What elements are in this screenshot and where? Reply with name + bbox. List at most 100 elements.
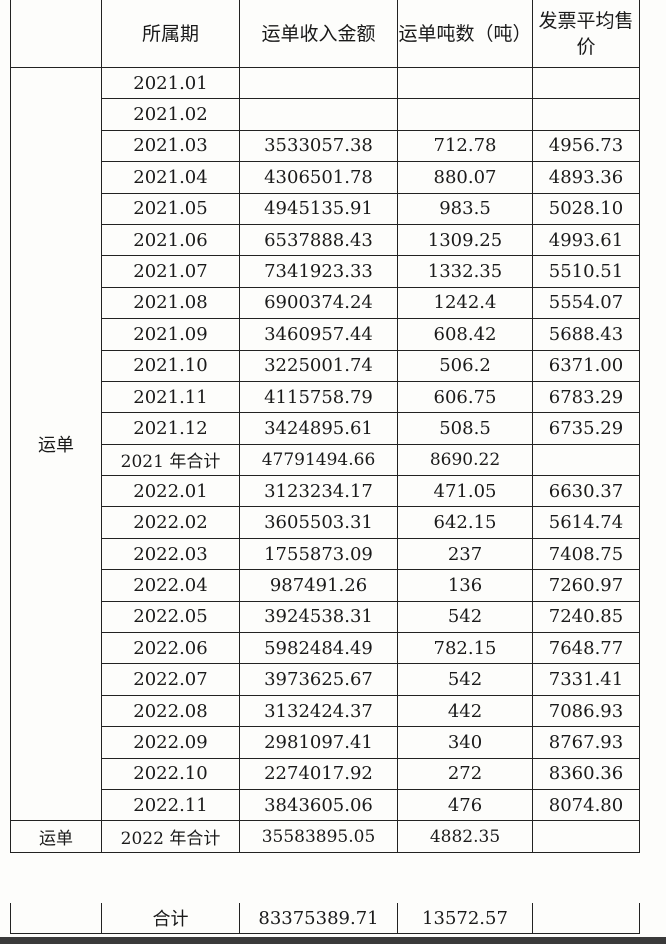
avg-price-cell: 6735.29 bbox=[532, 412, 640, 445]
table-row: 2021.12 3424895.61 508.5 6735.29 bbox=[11, 412, 640, 445]
table-row: 2022.09 2981097.41 340 8767.93 bbox=[11, 726, 640, 759]
avg-price-cell: 4893.36 bbox=[532, 161, 640, 194]
avg-price-cell: 5510.51 bbox=[532, 255, 640, 288]
header-blank-cell bbox=[10, 0, 102, 68]
period-cell: 2022.09 bbox=[101, 726, 240, 759]
grand-total-avg-price bbox=[532, 903, 640, 934]
period-cell: 2021.06 bbox=[101, 223, 240, 257]
period-cell: 2022.07 bbox=[101, 663, 240, 696]
period-cell: 2021.03 bbox=[101, 129, 240, 163]
amount-cell: 3132424.37 bbox=[239, 694, 398, 728]
grand-total-tonnage: 13572.57 bbox=[397, 903, 533, 934]
avg-price-cell: 7331.41 bbox=[532, 663, 640, 696]
period-cell: 2021.04 bbox=[101, 161, 240, 194]
grand-total-blank bbox=[10, 903, 102, 934]
table-row: 2021.10 3225001.74 506.2 6371.00 bbox=[11, 349, 640, 382]
tonnage-cell: 476 bbox=[397, 788, 533, 822]
amount-cell: 3973625.67 bbox=[239, 663, 398, 696]
amount-cell: 3924538.31 bbox=[239, 600, 398, 634]
amount-cell: 2274017.92 bbox=[239, 757, 398, 790]
period-cell: 2021.02 bbox=[101, 98, 240, 131]
tonnage-cell: 542 bbox=[397, 663, 533, 696]
table-row: 2021.11 4115758.79 606.75 6783.29 bbox=[11, 380, 640, 414]
avg-price-cell: 7260.97 bbox=[532, 569, 640, 602]
period-cell: 2021.12 bbox=[101, 412, 240, 445]
subtotal-row-2022: 运单 2022 年合计 35583895.05 4882.35 bbox=[10, 820, 640, 853]
tonnage-cell: 1242.4 bbox=[397, 286, 533, 320]
avg-price-cell bbox=[532, 98, 640, 131]
tonnage-cell bbox=[397, 66, 533, 100]
amount-cell: 3460957.44 bbox=[239, 318, 398, 351]
tonnage-cell: 237 bbox=[397, 537, 533, 571]
tonnage-cell: 542 bbox=[397, 600, 533, 634]
grand-total-table: 合计 83375389.71 13572.57 bbox=[10, 903, 640, 934]
tonnage-cell: 442 bbox=[397, 694, 533, 728]
table-row: 2021.02 bbox=[11, 98, 640, 131]
tonnage-cell: 1309.25 bbox=[397, 223, 533, 257]
table-row: 2022.10 2274017.92 272 8360.36 bbox=[11, 757, 640, 790]
table-row: 2022.02 3605503.31 642.15 5614.74 bbox=[11, 506, 640, 539]
avg-price-cell: 6371.00 bbox=[532, 349, 640, 382]
table-row: 2022.11 3843605.06 476 8074.80 bbox=[11, 788, 640, 822]
freight-revenue-table: 所属期 运单收入金额 运单吨数（吨） 发票平均售价 运单 2021.01 2021.… bbox=[10, 0, 640, 853]
period-cell: 2022 年合计 bbox=[101, 820, 240, 853]
period-cell: 2021.05 bbox=[101, 192, 240, 225]
table-row: 2021.04 4306501.78 880.07 4893.36 bbox=[11, 161, 640, 194]
period-cell: 2022.04 bbox=[101, 569, 240, 602]
avg-price-cell bbox=[532, 443, 640, 477]
bottom-edge-bar bbox=[0, 937, 666, 944]
period-cell: 2021.01 bbox=[101, 66, 240, 100]
table-row: 2021.08 6900374.24 1242.4 5554.07 bbox=[11, 286, 640, 320]
avg-price-cell: 7240.85 bbox=[532, 600, 640, 634]
subtotal-row-2021: 2021 年合计 47791494.66 8690.22 bbox=[11, 443, 640, 477]
amount-cell bbox=[239, 66, 398, 100]
avg-price-cell: 4993.61 bbox=[532, 223, 640, 257]
period-cell: 2021.11 bbox=[101, 380, 240, 414]
avg-price-cell: 8360.36 bbox=[532, 757, 640, 790]
section-label: 运单 bbox=[10, 66, 102, 822]
period-cell: 2022.06 bbox=[101, 632, 240, 665]
amount-cell: 6537888.43 bbox=[239, 223, 398, 257]
amount-cell: 3424895.61 bbox=[239, 412, 398, 445]
tonnage-cell: 606.75 bbox=[397, 380, 533, 414]
period-cell: 2022.05 bbox=[101, 600, 240, 634]
amount-cell: 5982484.49 bbox=[239, 632, 398, 665]
table-row: 2022.08 3132424.37 442 7086.93 bbox=[11, 694, 640, 728]
avg-price-cell: 5688.43 bbox=[532, 318, 640, 351]
header-avg-price: 发票平均售价 bbox=[532, 0, 640, 68]
header-period: 所属期 bbox=[101, 0, 240, 68]
amount-cell: 3605503.31 bbox=[239, 506, 398, 539]
amount-cell: 4945135.91 bbox=[239, 192, 398, 225]
amount-cell: 4115758.79 bbox=[239, 380, 398, 414]
header-tonnage: 运单吨数（吨） bbox=[397, 0, 533, 68]
tonnage-cell: 8690.22 bbox=[397, 443, 533, 477]
tonnage-cell: 471.05 bbox=[397, 475, 533, 508]
amount-cell: 47791494.66 bbox=[239, 443, 398, 477]
period-cell: 2021.09 bbox=[101, 318, 240, 351]
table-row: 2021.06 6537888.43 1309.25 4993.61 bbox=[11, 223, 640, 257]
tonnage-cell: 712.78 bbox=[397, 129, 533, 163]
table-row: 2021.07 7341923.33 1332.35 5510.51 bbox=[11, 255, 640, 288]
avg-price-cell: 6630.37 bbox=[532, 475, 640, 508]
period-cell: 2022.03 bbox=[101, 537, 240, 571]
tonnage-cell bbox=[397, 98, 533, 131]
avg-price-cell: 8767.93 bbox=[532, 726, 640, 759]
period-cell: 2021.10 bbox=[101, 349, 240, 382]
avg-price-cell: 5028.10 bbox=[532, 192, 640, 225]
tonnage-cell: 880.07 bbox=[397, 161, 533, 194]
period-cell: 2022.01 bbox=[101, 475, 240, 508]
amount-cell: 35583895.05 bbox=[239, 820, 398, 853]
avg-price-cell bbox=[532, 820, 640, 853]
period-cell: 2022.10 bbox=[101, 757, 240, 790]
table-row: 2021.09 3460957.44 608.42 5688.43 bbox=[11, 318, 640, 351]
table-row: 2022.01 3123234.17 471.05 6630.37 bbox=[11, 475, 640, 508]
tonnage-cell: 340 bbox=[397, 726, 533, 759]
table-header-row: 所属期 运单收入金额 运单吨数（吨） 发票平均售价 bbox=[10, 0, 640, 68]
period-cell: 2022.11 bbox=[101, 788, 240, 822]
amount-cell: 2981097.41 bbox=[239, 726, 398, 759]
grand-total-label: 合计 bbox=[101, 903, 240, 934]
table-row: 2021.05 4945135.91 983.5 5028.10 bbox=[11, 192, 640, 225]
table-row: 2022.04 987491.26 136 7260.97 bbox=[11, 569, 640, 602]
tonnage-cell: 782.15 bbox=[397, 632, 533, 665]
tonnage-cell: 608.42 bbox=[397, 318, 533, 351]
